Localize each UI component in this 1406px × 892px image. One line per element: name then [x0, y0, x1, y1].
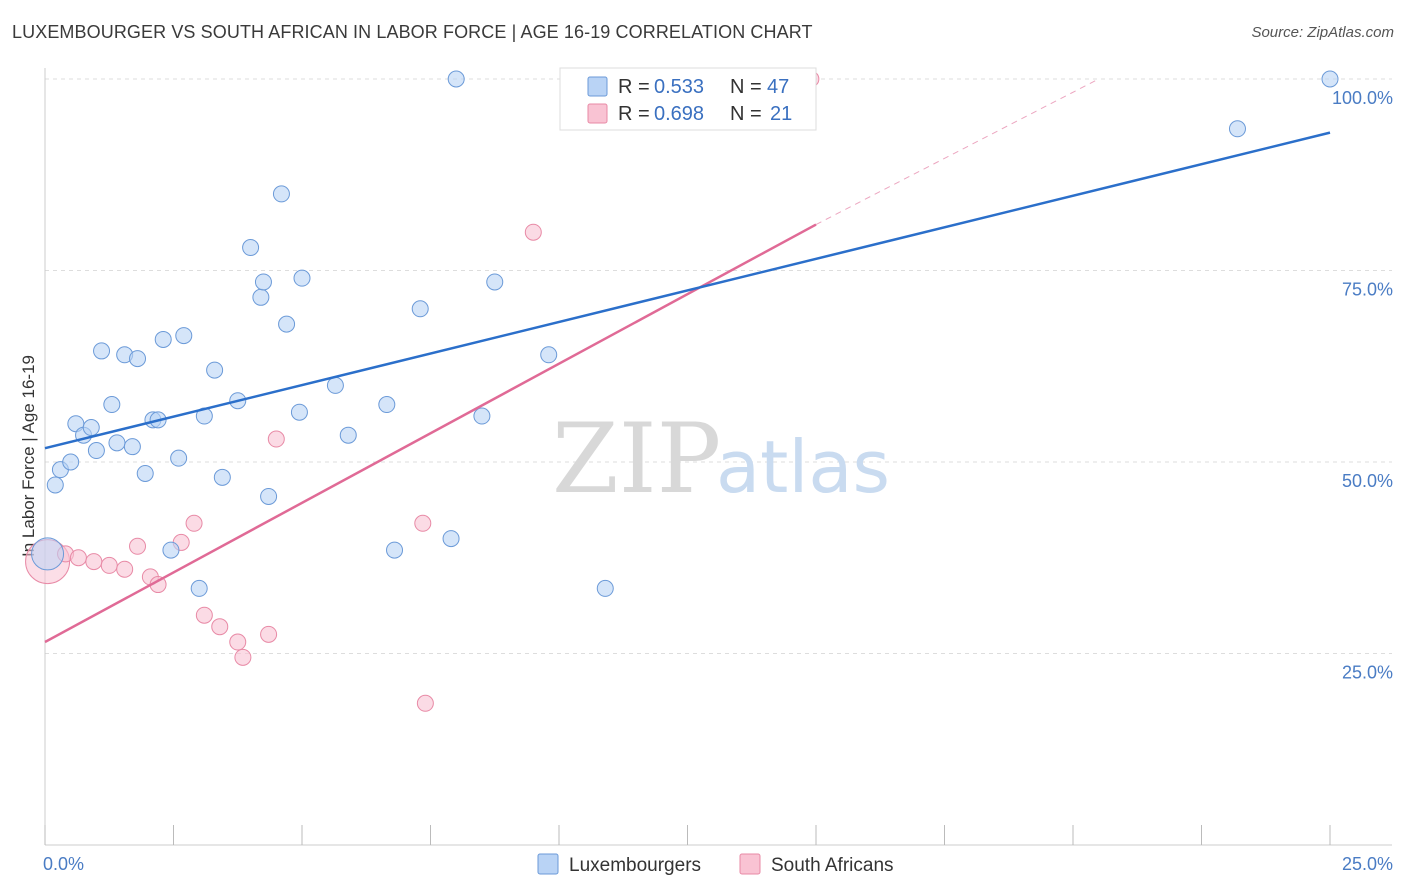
y-tick-labels: 25.0% 50.0% 75.0% 100.0%: [1332, 88, 1393, 683]
bottom-legend-swatch-south-africans: [740, 854, 760, 874]
y-tick-label-100: 100.0%: [1332, 88, 1393, 108]
south-africans-point: [117, 561, 133, 577]
legend-n-label-south-africans: N =: [730, 103, 762, 125]
luxembourgers-point: [47, 477, 63, 493]
luxembourgers-point: [104, 397, 120, 413]
luxembourgers-point: [94, 343, 110, 359]
trend-line-luxembourgers: [45, 133, 1330, 449]
watermark-zip: ZIP: [552, 403, 721, 515]
luxembourgers-point: [387, 542, 403, 558]
luxembourgers-point: [261, 488, 277, 504]
luxembourgers-point: [191, 580, 207, 596]
luxembourgers-point: [327, 377, 343, 393]
luxembourgers-point: [88, 443, 104, 459]
watermark-atlas: atlas: [716, 425, 890, 509]
luxembourgers-point: [291, 404, 307, 420]
grid-lines: [45, 79, 1392, 654]
luxembourgers-point: [448, 71, 464, 87]
south-africans-point: [196, 607, 212, 623]
luxembourgers-point: [294, 270, 310, 286]
bottom-legend-swatch-luxembourgers: [538, 854, 558, 874]
legend: R = 0.533 N = 47 R = 0.698 N = 21: [560, 68, 816, 130]
luxembourgers-point: [597, 580, 613, 596]
x-tick-label-0: 0.0%: [43, 854, 84, 874]
luxembourgers-point: [171, 450, 187, 466]
south-africans-point: [101, 557, 117, 573]
luxembourgers-point: [109, 435, 125, 451]
south-africans-point: [525, 224, 541, 240]
south-africans-point: [186, 515, 202, 531]
y-axis-label: In Labor Force | Age 16-19: [19, 355, 38, 557]
trend-line-south-africans-extension: [816, 79, 1099, 225]
legend-swatch-south-africans: [588, 104, 607, 123]
south-africans-point: [268, 431, 284, 447]
luxembourgers-point: [163, 542, 179, 558]
luxembourgers-point: [1322, 71, 1338, 87]
legend-swatch-luxembourgers: [588, 77, 607, 96]
x-tick-labels: 0.0% 25.0%: [43, 854, 1393, 874]
luxembourgers-point: [340, 427, 356, 443]
bottom-legend-luxembourgers: Luxembourgers: [569, 855, 701, 876]
luxembourgers-point: [32, 538, 64, 570]
luxembourgers-point: [243, 240, 259, 256]
y-tick-label-50: 50.0%: [1342, 471, 1393, 491]
watermark: ZIP atlas: [552, 403, 890, 515]
luxembourgers-point: [155, 331, 171, 347]
legend-n-label-luxembourgers: N =: [730, 76, 762, 98]
luxembourgers-point: [541, 347, 557, 363]
south-africans-point: [70, 550, 86, 566]
series-luxembourgers-points: [32, 71, 1338, 596]
luxembourgers-point: [279, 316, 295, 332]
bottom-legend-south-africans: South Africans: [771, 855, 894, 876]
legend-r-label-luxembourgers: R =: [618, 76, 650, 98]
x-tick-label-25: 25.0%: [1342, 854, 1393, 874]
south-africans-point: [212, 619, 228, 635]
luxembourgers-point: [412, 301, 428, 317]
bottom-legend: Luxembourgers South Africans: [538, 854, 894, 876]
legend-r-value-luxembourgers: 0.533: [654, 76, 704, 98]
legend-n-value-luxembourgers: 47: [767, 76, 789, 98]
south-africans-point: [235, 649, 251, 665]
luxembourgers-point: [255, 274, 271, 290]
series-south-africans-points: [26, 71, 819, 711]
luxembourgers-point: [176, 328, 192, 344]
south-africans-point: [86, 554, 102, 570]
south-africans-point: [417, 695, 433, 711]
luxembourgers-point: [487, 274, 503, 290]
south-africans-point: [415, 515, 431, 531]
trend-lines: [45, 79, 1330, 642]
luxembourgers-point: [474, 408, 490, 424]
legend-r-label-south-africans: R =: [618, 103, 650, 125]
luxembourgers-point: [1229, 121, 1245, 137]
luxembourgers-point: [130, 351, 146, 367]
south-africans-point: [230, 634, 246, 650]
y-tick-label-75: 75.0%: [1342, 280, 1393, 300]
legend-r-value-south-africans: 0.698: [654, 103, 704, 125]
luxembourgers-point: [273, 186, 289, 202]
legend-n-value-south-africans: 21: [770, 103, 792, 125]
luxembourgers-point: [443, 531, 459, 547]
luxembourgers-point: [379, 397, 395, 413]
south-africans-point: [261, 626, 277, 642]
luxembourgers-point: [214, 469, 230, 485]
luxembourgers-point: [253, 289, 269, 305]
luxembourgers-point: [124, 439, 140, 455]
luxembourgers-point: [137, 465, 153, 481]
y-tick-label-25: 25.0%: [1342, 663, 1393, 683]
luxembourgers-point: [207, 362, 223, 378]
luxembourgers-point: [63, 454, 79, 470]
south-africans-point: [130, 538, 146, 554]
luxembourgers-point: [83, 420, 99, 436]
